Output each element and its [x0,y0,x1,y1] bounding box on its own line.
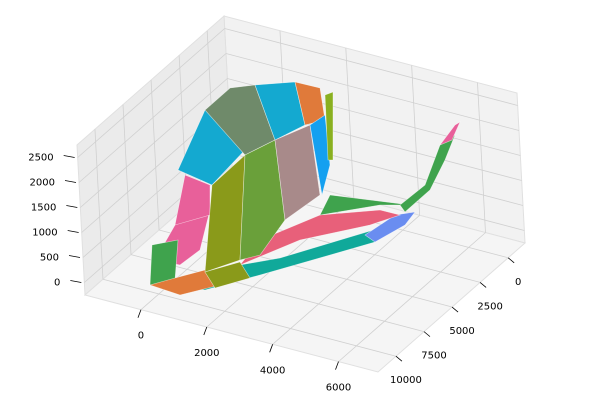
z-tick-label: 1500 [31,203,56,214]
grid-line [224,28,518,106]
surface-patch [324,91,334,161]
grid-line [477,82,486,233]
tick-mark [137,309,142,318]
tick-mark [70,280,82,283]
surface [148,81,461,296]
tick-mark [395,355,403,362]
surface-patch [309,114,331,196]
grid-line [272,215,420,345]
x-tick-label: 6000 [326,383,351,394]
grid-line [338,232,486,362]
surface-patch [274,124,321,221]
z-tick-label: 0 [54,278,60,289]
tick-mark [203,326,208,336]
tick-mark [66,205,78,208]
grid-line [130,254,425,333]
surface-patch [439,121,461,146]
x-tick-label: 0 [138,331,144,342]
tick-mark [64,180,77,183]
grid-line [102,278,397,357]
z-tick-label: 2500 [28,153,53,164]
z-tick-label: 2000 [30,178,55,189]
tick-mark [63,155,75,158]
y-tick-label: 0 [515,277,521,288]
grid-line [150,79,160,231]
tick-mark [269,344,274,353]
grid-line [80,78,228,208]
y-tick-label: 7500 [421,351,446,362]
surface-patch [239,139,286,261]
y-tick-label: 2500 [477,301,502,312]
tick-mark [68,255,81,258]
grid-line [225,53,520,131]
y-tick-label: 5000 [449,326,474,337]
tick-mark [479,282,487,288]
x-tick-label: 2000 [194,348,219,359]
surface-patch [174,174,211,226]
surface-patch [364,211,416,243]
surface-patch [204,261,251,289]
tick-mark [423,331,431,337]
grid-line [94,129,104,280]
grid-line [77,28,225,158]
grid-line [122,104,132,255]
tick-mark [335,361,339,370]
z-tick-label: 500 [40,253,59,264]
y-tick-label: 10000 [390,375,422,386]
tick-mark [67,230,79,233]
surface-patch [319,194,411,216]
grid-line [78,53,227,183]
tick-mark [507,257,515,264]
z-tick-label: 1000 [32,228,57,239]
tick-mark [451,306,459,313]
grid-line [345,47,355,199]
x-tick-label: 4000 [260,365,285,376]
